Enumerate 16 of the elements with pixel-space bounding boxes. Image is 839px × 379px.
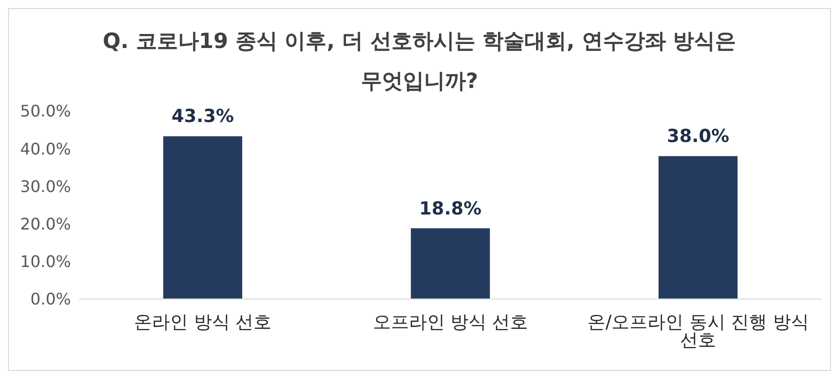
y-tick-label: 10.0%	[20, 252, 71, 272]
bar	[410, 228, 490, 299]
x-tick-label: 온라인 방식 선호	[134, 312, 272, 333]
bar	[163, 136, 242, 299]
x-tick-label: 온/오프라인 동시 진행 방식 선호	[588, 312, 809, 351]
chart-title: Q. 코로나19 종식 이후, 더 선호하시는 학술대회, 연수강좌 방식은 무엇입니까?	[102, 28, 738, 95]
data-label: 43.3%	[171, 106, 234, 128]
bar	[658, 156, 738, 299]
y-tick-label: 50.0%	[20, 102, 71, 121]
x-tick-label: 오프라인 방식 선호	[372, 312, 528, 333]
y-tick-label: 20.0%	[20, 214, 71, 234]
y-tick-label: 40.0%	[20, 139, 71, 158]
data-label: 18.8%	[419, 198, 482, 220]
y-tick-label: 30.0%	[20, 176, 71, 196]
y-tick-label: 0.0%	[30, 290, 71, 309]
data-label: 38.0%	[666, 126, 730, 148]
